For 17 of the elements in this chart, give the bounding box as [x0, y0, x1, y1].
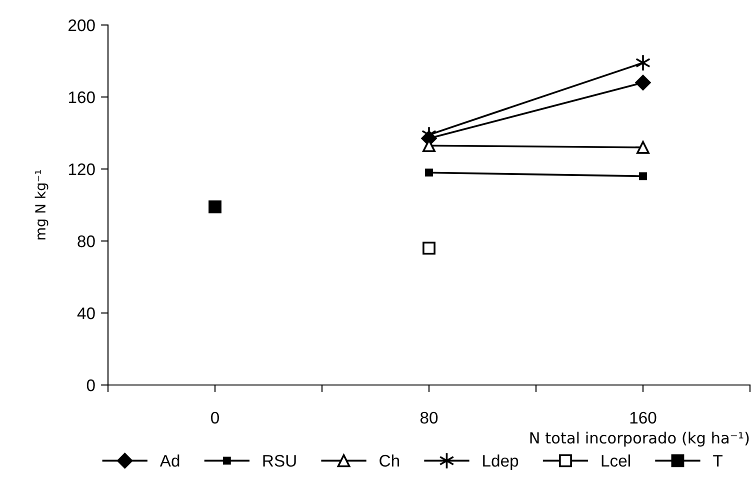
- legend-label: Lcel: [602, 454, 630, 467]
- x-tick-label: 160: [630, 412, 656, 424]
- legend-label: RSU: [263, 454, 296, 467]
- legend-label: Ad: [160, 454, 180, 467]
- legend-label: Ldep: [483, 454, 518, 470]
- legend-label: Ch: [380, 454, 399, 467]
- y-tick-label: 80: [78, 235, 95, 248]
- y-axis-title: mg N kg⁻¹: [34, 170, 48, 240]
- x-tick-label: 0: [211, 412, 219, 424]
- y-tick-label: 200: [68, 19, 95, 32]
- legend-label: T: [713, 455, 723, 467]
- y-tick-label: 0: [86, 379, 95, 392]
- x-axis-title: N total incorporado (kg ha⁻¹): [530, 432, 749, 447]
- y-tick-label: 40: [77, 307, 95, 320]
- y-tick-label: 120: [68, 163, 95, 176]
- y-tick-label: 160: [68, 91, 95, 104]
- x-tick-label: 80: [420, 412, 438, 424]
